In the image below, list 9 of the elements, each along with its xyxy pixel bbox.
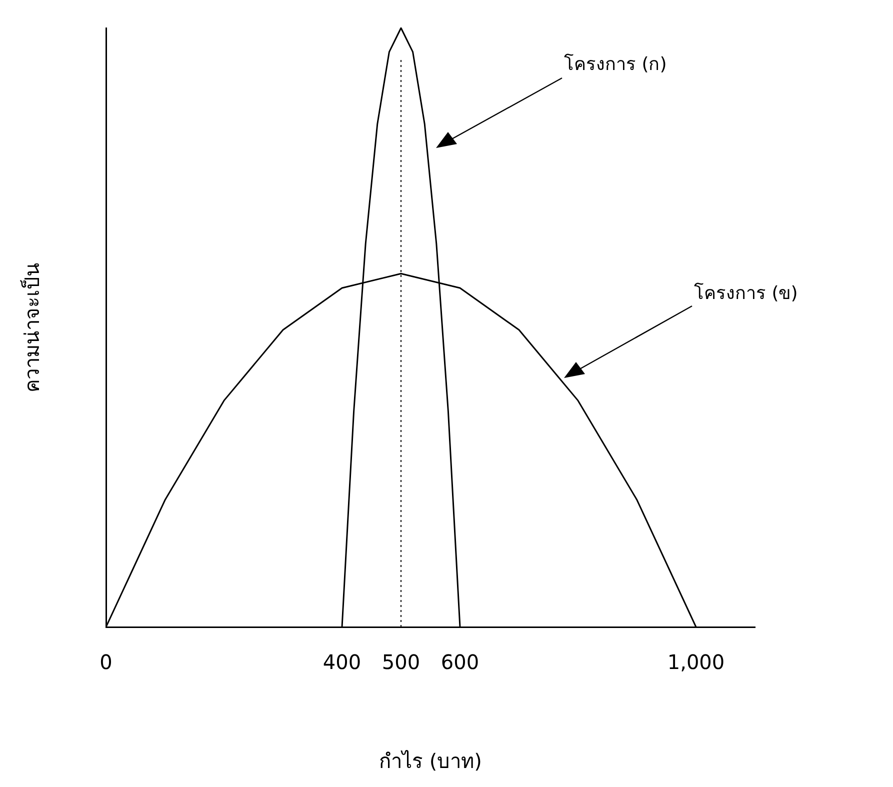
annotation: โครงการ (ก)	[564, 53, 667, 75]
x-tick-label: 1,000	[667, 650, 725, 674]
x-axis-title: กำไร (บาท)	[379, 749, 482, 774]
x-tick-label: 0	[100, 650, 112, 674]
annotation: โครงการ (ข)	[694, 282, 798, 304]
x-tick-label: 600	[440, 650, 480, 674]
y-axis-title: ความน่าจะเป็น	[19, 262, 44, 392]
x-tick-label: 400	[322, 650, 362, 674]
x-tick-label: 500	[382, 650, 420, 674]
